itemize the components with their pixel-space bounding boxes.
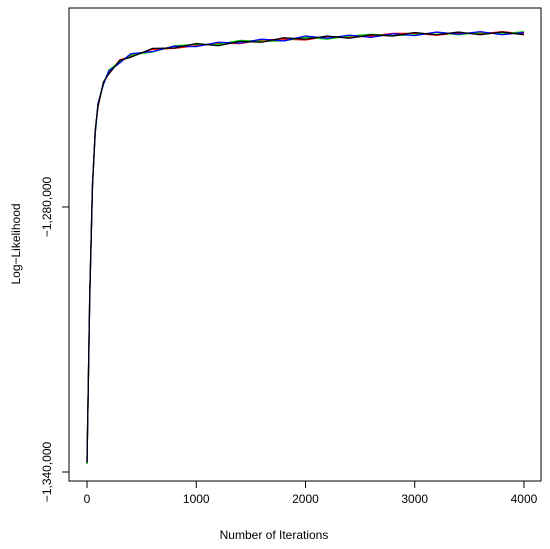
- x-tick-label: 3000: [401, 492, 428, 506]
- plot-frame: [68, 7, 542, 482]
- series-line: [86, 30, 525, 461]
- x-tick-label: 2000: [292, 492, 319, 506]
- y-tick-label: −1,280,000: [40, 176, 54, 237]
- x-axis-label: Number of Iterations: [220, 528, 329, 542]
- x-tick-label: 4000: [511, 492, 538, 506]
- y-tick-label: −1,340,000: [40, 441, 54, 502]
- series-line: [86, 31, 525, 464]
- series-line: [86, 30, 525, 462]
- x-tick-label: 1000: [183, 492, 210, 506]
- x-tick-label: 0: [84, 492, 91, 506]
- y-axis-label: Log−Likelihood: [9, 203, 23, 284]
- series-line: [86, 30, 525, 465]
